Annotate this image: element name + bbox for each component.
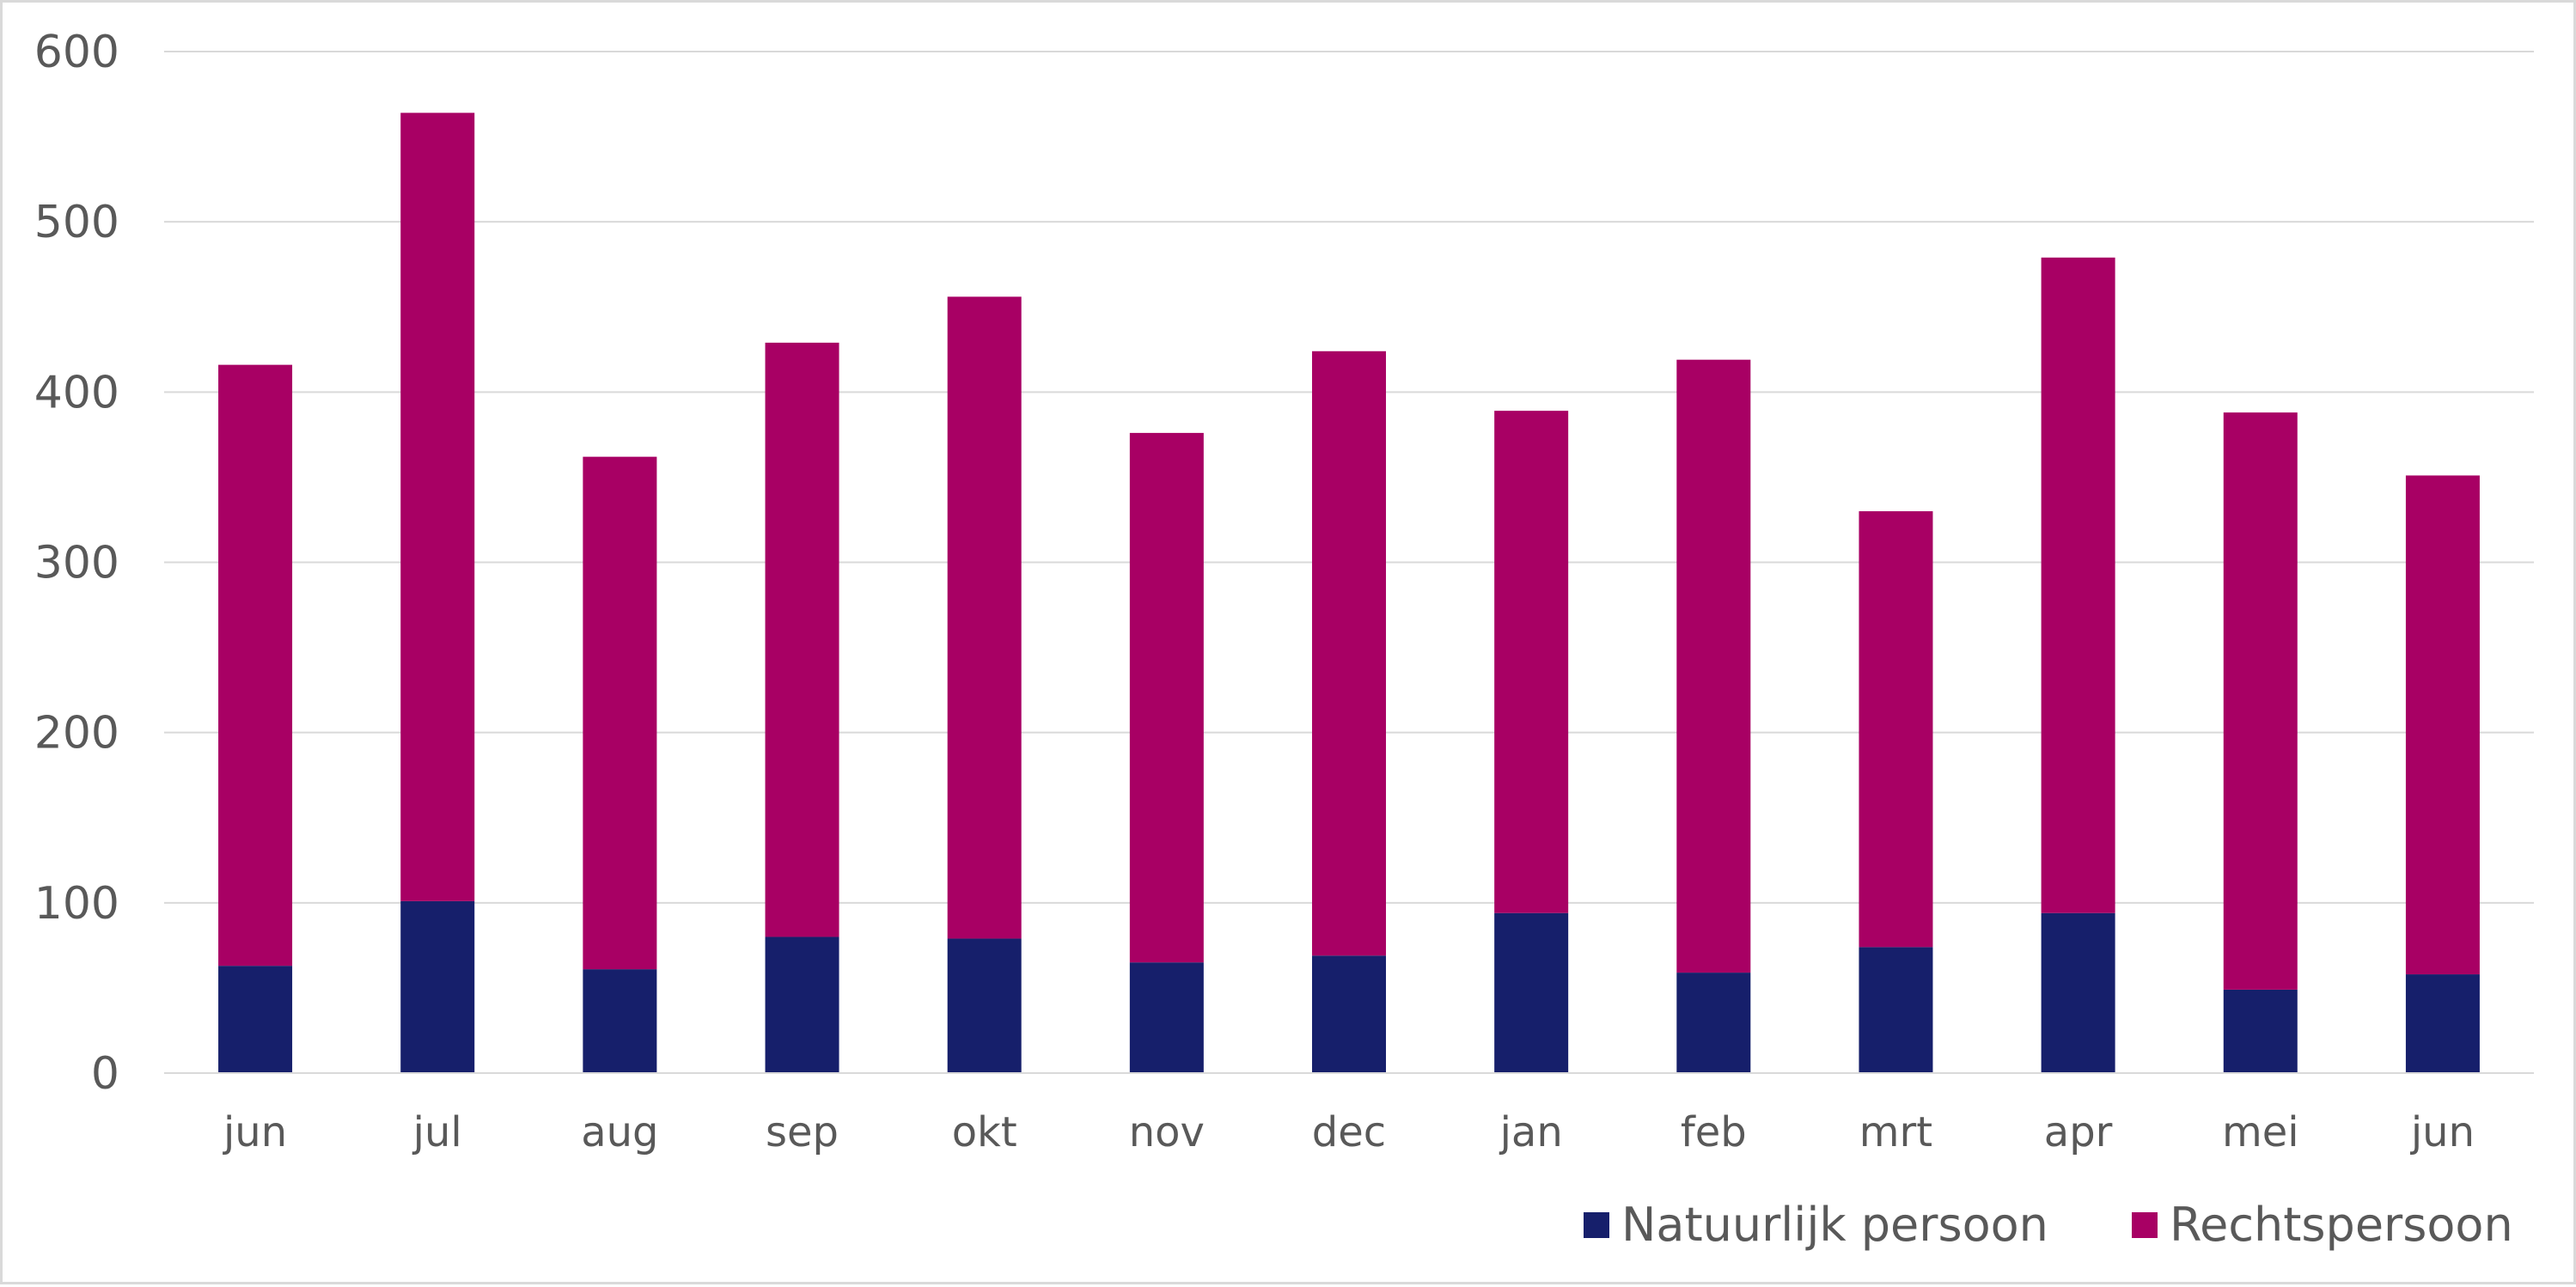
- bar-rechtspersoon: [1676, 359, 1751, 973]
- y-tick-label: 300: [34, 538, 119, 589]
- x-category-label: jun: [223, 1108, 287, 1156]
- y-tick-label: 600: [34, 27, 119, 78]
- bar-rechtspersoon: [400, 113, 475, 901]
- y-tick-label: 400: [34, 367, 119, 418]
- legend-label: Natuurlijk persoon: [1621, 1198, 2048, 1252]
- bar-rechtspersoon: [947, 296, 1022, 939]
- legend-label: Rechtspersoon: [2170, 1198, 2513, 1252]
- x-category-label: sep: [766, 1108, 839, 1156]
- bar-natuurlijk-persoon: [218, 966, 293, 1073]
- bar-natuurlijk-persoon: [1859, 947, 1933, 1073]
- x-category-label: mei: [2222, 1108, 2299, 1156]
- bar-rechtspersoon: [1859, 511, 1933, 948]
- x-category-label: nov: [1129, 1108, 1205, 1156]
- bar-rechtspersoon: [2405, 475, 2480, 975]
- bar-natuurlijk-persoon: [400, 900, 475, 1073]
- bar-natuurlijk-persoon: [1494, 912, 1569, 1073]
- bar-natuurlijk-persoon: [2223, 989, 2298, 1073]
- y-axis-tick-labels: 0 100 200 300 400 500 600: [34, 27, 119, 1100]
- bar-natuurlijk-persoon: [1129, 962, 1204, 1073]
- bars: [218, 113, 2480, 1073]
- x-category-label: dec: [1312, 1108, 1386, 1156]
- x-axis-category-labels: jun jul aug sep okt nov dec jan feb mrt apr mei jun: [223, 1108, 2475, 1156]
- bar-rechtspersoon: [218, 364, 293, 967]
- x-category-label: okt: [952, 1108, 1017, 1156]
- bar-natuurlijk-persoon: [1312, 955, 1386, 1073]
- bar-rechtspersoon: [1312, 351, 1386, 956]
- y-tick-label: 100: [34, 878, 119, 930]
- bar-rechtspersoon: [2041, 257, 2115, 913]
- bar-natuurlijk-persoon: [947, 938, 1022, 1073]
- legend-swatch: [2132, 1212, 2158, 1238]
- y-tick-label: 0: [91, 1048, 119, 1100]
- legend: Natuurlijk persoon Rechtspersoon: [1584, 1198, 2513, 1252]
- legend-swatch: [1584, 1212, 1609, 1238]
- x-category-label: jul: [412, 1108, 462, 1156]
- bar-natuurlijk-persoon: [1676, 973, 1751, 1073]
- x-category-label: aug: [581, 1108, 658, 1156]
- bar-natuurlijk-persoon: [2405, 974, 2480, 1073]
- x-category-label: mrt: [1859, 1108, 1932, 1156]
- bar-natuurlijk-persoon: [583, 969, 657, 1073]
- y-tick-label: 500: [34, 197, 119, 248]
- x-category-label: jan: [1499, 1108, 1563, 1156]
- bar-rechtspersoon: [1129, 432, 1204, 963]
- bar-rechtspersoon: [1494, 411, 1569, 913]
- bar-natuurlijk-persoon: [2041, 912, 2115, 1073]
- stacked-bar-chart: 0 100 200 300 400 500 600 jun jul aug sep okt nov de…: [34, 27, 2534, 1252]
- bar-natuurlijk-persoon: [765, 936, 839, 1073]
- bar-rechtspersoon: [765, 342, 839, 937]
- x-category-label: jun: [2410, 1108, 2475, 1156]
- x-category-label: feb: [1681, 1108, 1747, 1156]
- y-tick-label: 200: [34, 708, 119, 759]
- bar-rechtspersoon: [2223, 412, 2298, 990]
- x-category-label: apr: [2044, 1108, 2113, 1156]
- bar-rechtspersoon: [583, 456, 657, 970]
